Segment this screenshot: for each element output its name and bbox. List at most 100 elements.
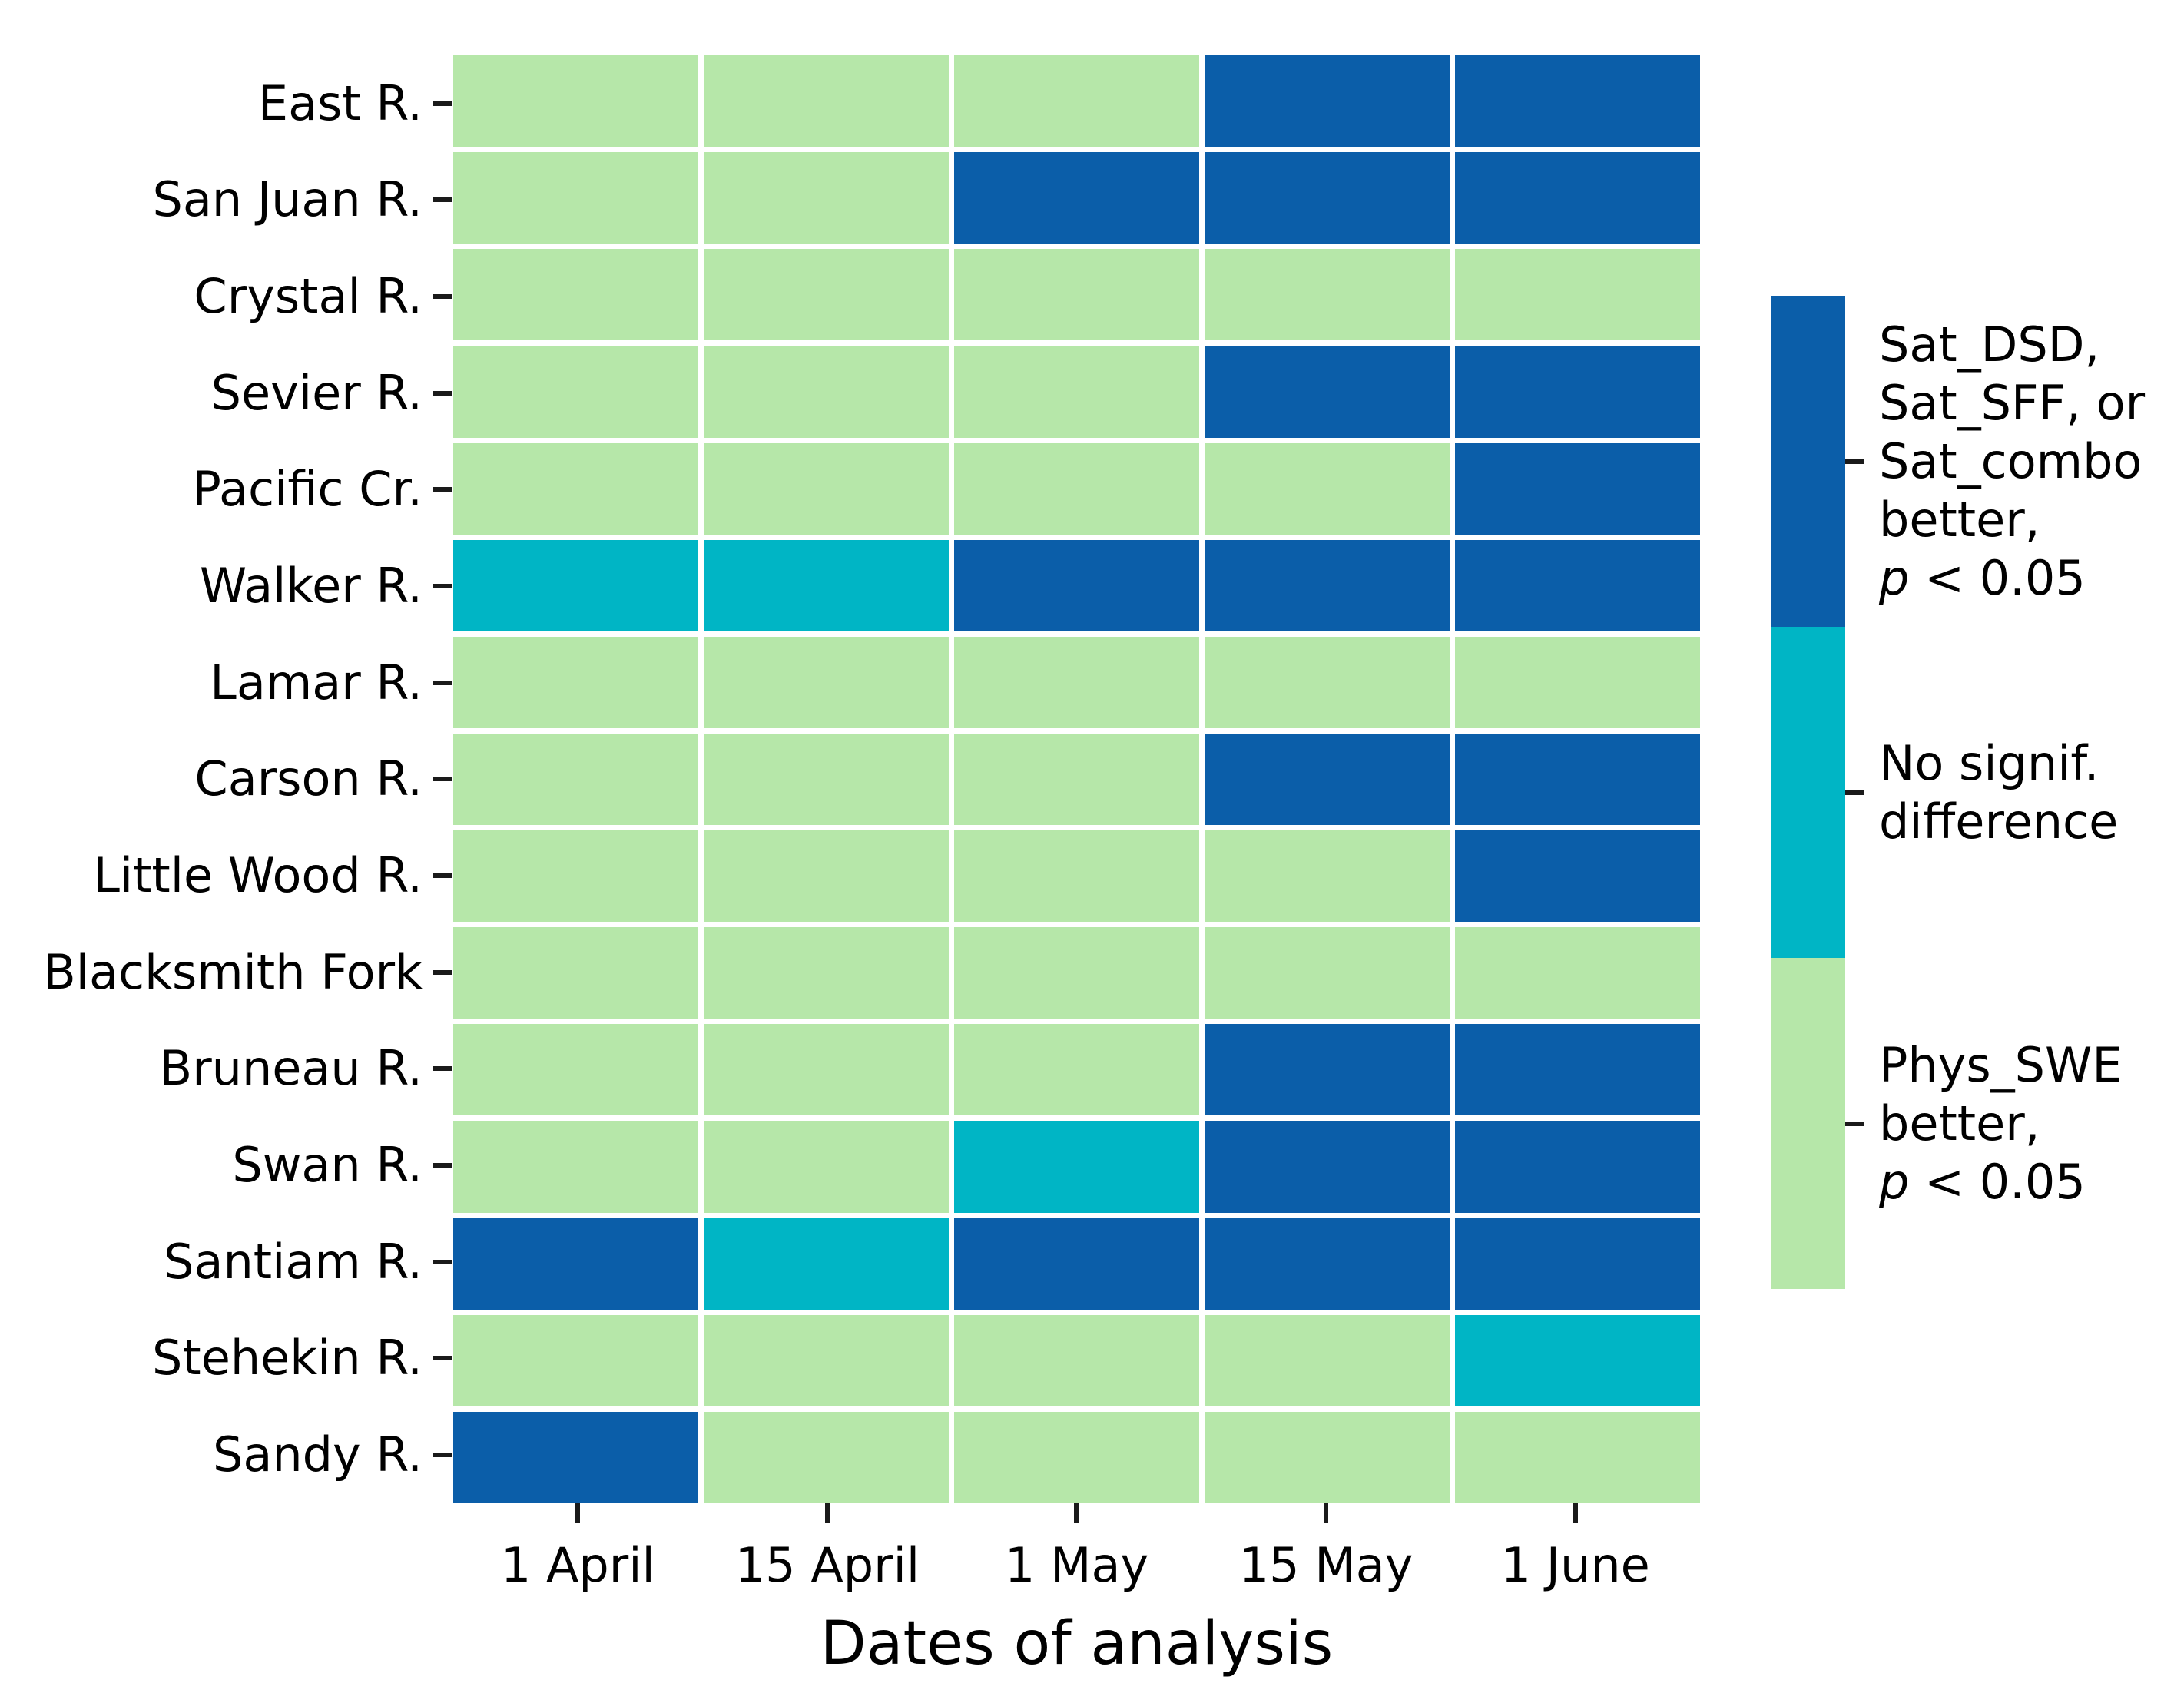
x-tick-label: 1 April <box>500 1537 655 1593</box>
heatmap-cell <box>954 442 1199 535</box>
heatmap-cell <box>954 152 1199 244</box>
y-tick: Sevier R. <box>0 345 452 442</box>
heatmap-cell <box>954 1218 1199 1310</box>
y-tick-mark <box>433 777 452 782</box>
y-tick-mark <box>433 487 452 492</box>
heatmap-cell <box>954 636 1199 728</box>
y-tick: Bruneau R. <box>0 1021 452 1118</box>
heatmap-cell <box>954 1314 1199 1406</box>
heatmap-cell <box>1455 346 1700 438</box>
heatmap-cell <box>704 733 949 826</box>
heatmap-cell <box>1455 830 1700 923</box>
heatmap-cell <box>453 1121 698 1213</box>
y-tick-label: Pacific Cr. <box>192 461 423 518</box>
heatmap-cell <box>453 249 698 341</box>
heatmap-cell <box>453 1218 698 1310</box>
y-tick: Santiam R. <box>0 1214 452 1310</box>
heatmap-cell <box>1455 442 1700 535</box>
heatmap-cell <box>1455 1411 1700 1503</box>
heatmap-cell <box>453 1314 698 1406</box>
heatmap-cell <box>1205 733 1450 826</box>
y-tick-mark <box>433 1453 452 1458</box>
x-tick: 1 April <box>453 1503 703 1589</box>
heatmap-cell <box>704 1218 949 1310</box>
heatmap-cell <box>704 927 949 1019</box>
y-tick-mark <box>433 390 452 396</box>
x-tick-label: 15 April <box>734 1537 920 1593</box>
y-tick: Carson R. <box>0 731 452 828</box>
colorbar-label: No signif. difference <box>1879 734 2119 850</box>
colorbar-segment-phys_better <box>1771 958 1845 1289</box>
x-tick-mark <box>575 1503 581 1523</box>
heatmap-cell <box>453 1411 698 1503</box>
y-tick-mark <box>433 1259 452 1264</box>
y-tick: Blacksmith Fork <box>0 924 452 1021</box>
heatmap-cell <box>954 1024 1199 1116</box>
y-tick-label: Walker R. <box>199 558 423 615</box>
colorbar <box>1771 296 1845 1289</box>
heatmap-cell <box>1455 249 1700 341</box>
colorbar-tick-mark <box>1845 790 1864 795</box>
heatmap-cell <box>1455 1024 1700 1116</box>
heatmap-cell <box>453 152 698 244</box>
heatmap-cell <box>1205 55 1450 147</box>
y-tick: Walker R. <box>0 538 452 634</box>
x-tick: 1 May <box>952 1503 1201 1589</box>
heatmap-cell <box>1455 55 1700 147</box>
y-tick: San Juan R. <box>0 152 452 249</box>
heatmap-cell <box>704 636 949 728</box>
heatmap-cell <box>1205 249 1450 341</box>
x-axis-title: Dates of analysis <box>820 1609 1334 1678</box>
heatmap-cell <box>954 346 1199 438</box>
y-tick-label: Sevier R. <box>210 364 423 421</box>
y-tick-label: Santiam R. <box>164 1233 423 1290</box>
heatmap-cell <box>954 1411 1199 1503</box>
x-tick-label: 15 May <box>1238 1537 1413 1593</box>
y-tick-mark <box>433 1356 452 1361</box>
heatmap-cell <box>453 539 698 631</box>
heatmap-cell <box>1455 733 1700 826</box>
x-tick-label: 1 June <box>1500 1537 1650 1593</box>
y-tick: Sandy R. <box>0 1406 452 1503</box>
y-tick-label: Bruneau R. <box>159 1040 423 1097</box>
heatmap-cell <box>704 539 949 631</box>
y-tick: Swan R. <box>0 1117 452 1214</box>
heatmap-cell <box>1455 927 1700 1019</box>
heatmap-cell <box>1455 1218 1700 1310</box>
y-tick-label: Sandy R. <box>213 1426 423 1483</box>
heatmap-cell <box>453 830 698 923</box>
x-tick-label: 1 May <box>1004 1537 1149 1593</box>
y-tick-mark <box>433 294 452 300</box>
y-tick: Little Wood R. <box>0 827 452 924</box>
heatmap-cell <box>1205 1411 1450 1503</box>
y-tick-mark <box>433 680 452 685</box>
heatmap-cell <box>954 927 1199 1019</box>
x-axis: 1 April 15 April 1 May 15 May 1 June <box>453 1503 1700 1589</box>
heatmap-cell <box>453 927 698 1019</box>
heatmap-cell <box>453 346 698 438</box>
y-tick-label: Stehekin R. <box>152 1330 423 1387</box>
y-tick: Crystal R. <box>0 248 452 345</box>
x-tick: 15 April <box>703 1503 953 1589</box>
y-tick-label: Little Wood R. <box>93 847 423 904</box>
heatmap-cell <box>453 442 698 535</box>
colorbar-segment-sat_better <box>1771 296 1845 627</box>
y-tick-label: Swan R. <box>232 1137 423 1194</box>
heatmap-cell <box>1455 636 1700 728</box>
heatmap-cell <box>1205 927 1450 1019</box>
heatmap-cell <box>1205 442 1450 535</box>
y-axis: East R. San Juan R. Crystal R. Sevier R. Pac… <box>0 55 452 1503</box>
heatmap-cell <box>453 55 698 147</box>
heatmap-cell <box>453 636 698 728</box>
heatmap-cell <box>1205 636 1450 728</box>
y-tick-label: Lamar R. <box>210 654 423 711</box>
y-tick-label: Carson R. <box>194 750 423 807</box>
colorbar-label: Phys_SWE better, p < 0.05 <box>1879 1036 2123 1210</box>
heatmap-cell <box>453 1024 698 1116</box>
x-tick: 15 May <box>1201 1503 1451 1589</box>
x-tick: 1 June <box>1450 1503 1700 1589</box>
heatmap-cell <box>1205 346 1450 438</box>
y-tick-label: San Juan R. <box>152 171 423 228</box>
heatmap-cell <box>704 346 949 438</box>
